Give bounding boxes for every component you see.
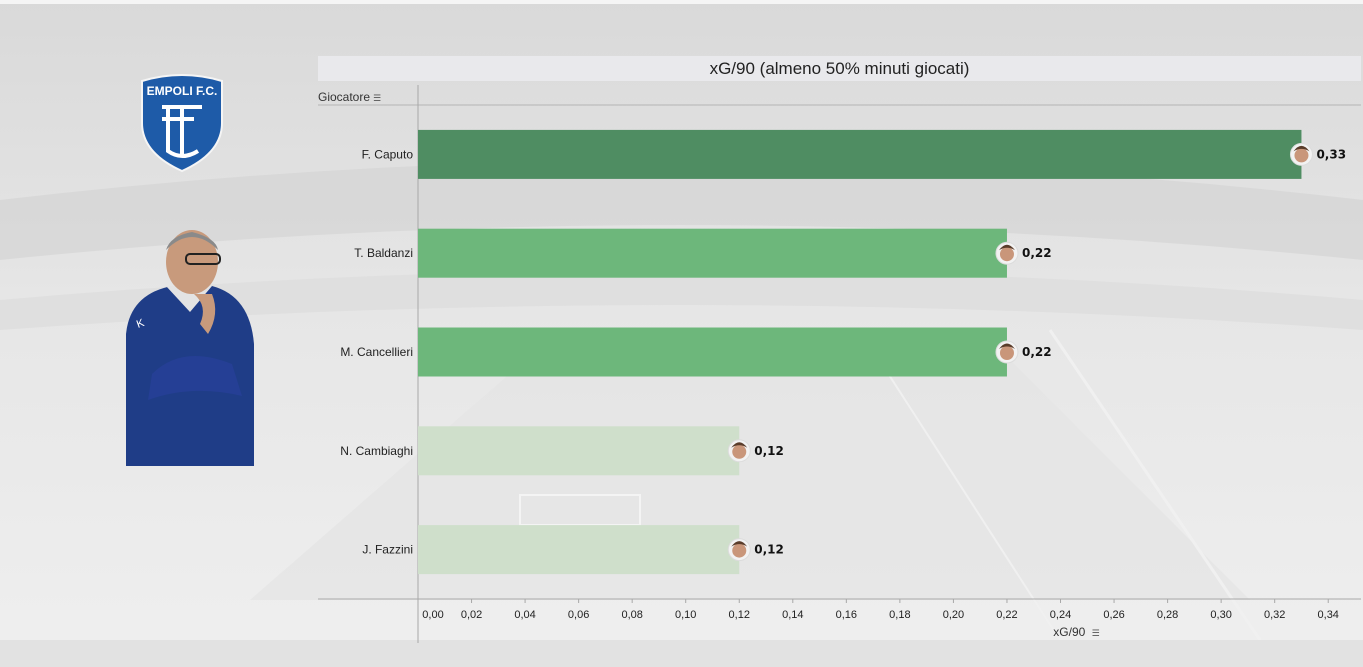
empoli-logo: EMPOLI F.C.	[141, 74, 223, 173]
svg-text:K: K	[135, 317, 147, 331]
sort-descending-icon[interactable]: ☰	[373, 93, 382, 103]
x-tick-label: 0,16	[836, 609, 857, 621]
x-tick-label: 0,34	[1318, 609, 1339, 621]
category-label: F. Caputo	[362, 147, 414, 161]
value-label: 0,33	[1316, 147, 1346, 161]
category-label: J. Fazzini	[362, 543, 413, 557]
chart-title: xG/90 (almeno 50% minuti giocati)	[318, 56, 1361, 81]
player-avatar-icon	[995, 340, 1019, 364]
x-tick-label: 0,32	[1264, 609, 1285, 621]
value-label: 0,12	[754, 444, 784, 458]
category-label: N. Cambiaghi	[340, 444, 413, 458]
x-tick-label: 0,10	[675, 609, 696, 621]
player-avatar-icon	[995, 241, 1019, 265]
bar[interactable]	[418, 426, 740, 476]
value-label: 0,22	[1022, 345, 1052, 359]
bar[interactable]	[418, 327, 1007, 377]
x-tick-label: 0,26	[1103, 609, 1124, 621]
bar[interactable]	[418, 525, 740, 575]
x-tick-label: 0,30	[1210, 609, 1231, 621]
bar[interactable]	[418, 129, 1302, 179]
category-label: M. Cancellieri	[340, 345, 413, 359]
x-tick-label: 0,14	[782, 609, 803, 621]
row-header-label: Giocatore	[318, 90, 371, 104]
x-tick-label: 0,12	[729, 609, 750, 621]
x-tick-label: 0,08	[621, 609, 642, 621]
coach-photo: K	[126, 230, 254, 466]
x-tick-label: 0,04	[514, 609, 535, 621]
value-label: 0,12	[754, 543, 784, 557]
x-tick-label: 0,20	[943, 609, 964, 621]
player-avatar-icon	[727, 538, 751, 562]
category-label: T. Baldanzi	[354, 246, 413, 260]
x-axis-title[interactable]: xG/90 ☰	[0, 625, 1363, 639]
x-tick-label: 0,06	[568, 609, 589, 621]
value-label: 0,22	[1022, 246, 1052, 260]
x-tick-label: 0,00	[422, 609, 443, 621]
x-axis-label: xG/90	[1053, 625, 1086, 639]
x-tick-label: 0,02	[461, 609, 482, 621]
row-header[interactable]: Giocatore ☰	[318, 90, 381, 104]
x-tick-label: 0,22	[996, 609, 1017, 621]
x-tick-label: 0,24	[1050, 609, 1071, 621]
x-tick-label: 0,18	[889, 609, 910, 621]
svg-text:EMPOLI F.C.: EMPOLI F.C.	[147, 84, 218, 98]
player-avatar-icon	[727, 439, 751, 463]
bar[interactable]	[418, 228, 1007, 278]
player-avatar-icon	[1289, 142, 1313, 166]
x-tick-label: 0,28	[1157, 609, 1178, 621]
sort-icon[interactable]: ☰	[1091, 628, 1100, 638]
